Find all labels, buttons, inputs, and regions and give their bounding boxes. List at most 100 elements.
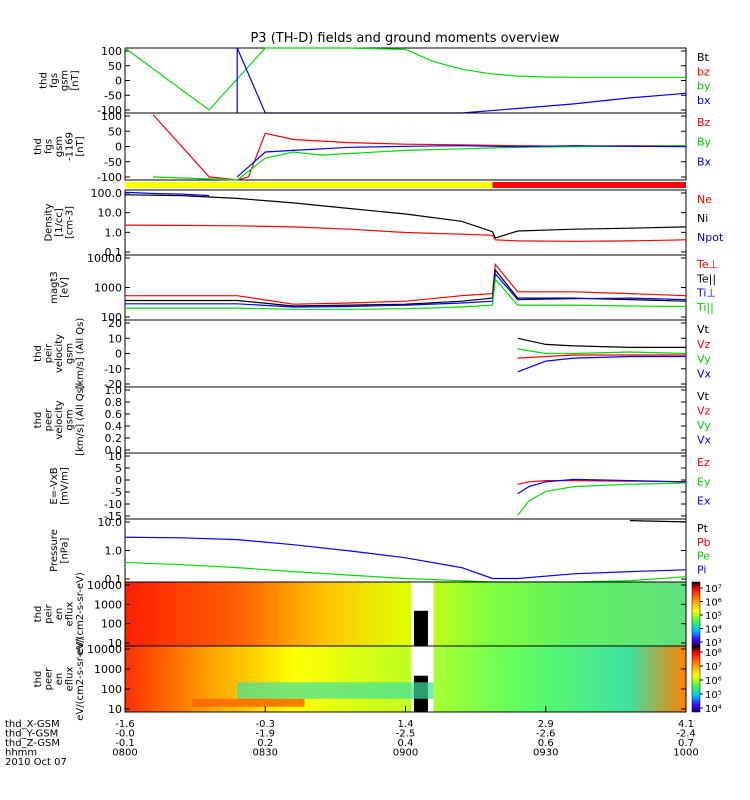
colorbar-label: 10⁶ — [705, 676, 722, 687]
y-tick-label: 10 — [108, 332, 122, 345]
y-axis-label: fgs — [49, 73, 60, 88]
legend-entry: Pi — [697, 563, 706, 576]
y-tick-label: -10 — [104, 498, 122, 511]
y-tick-label: 0.8 — [105, 396, 123, 409]
legend-entry: Vt — [697, 390, 710, 403]
y-axis-label: gsm — [65, 343, 76, 364]
colorbar-label: 10⁴ — [705, 625, 722, 636]
legend-entry: Ex — [697, 495, 711, 508]
x-axis-value: -1.9 — [255, 729, 275, 740]
y-tick-label: 100 — [101, 110, 122, 123]
y-axis-label: thd — [38, 72, 49, 89]
x-axis-value: -1.6 — [115, 719, 135, 730]
series-line-Ti|| — [125, 277, 687, 310]
y-axis-label: en — [54, 673, 65, 686]
legend-entry: Vz — [697, 405, 711, 418]
y-axis-label: eflux — [65, 602, 76, 627]
series-line-Ni — [124, 194, 687, 239]
fast-survey-bar — [492, 182, 686, 188]
x-axis-row-label: thd_Z-GSM — [5, 738, 60, 749]
y-axis-label: thd — [33, 138, 44, 155]
x-axis-value: -2.4 — [676, 729, 696, 740]
y-tick-label: 1000 — [94, 598, 122, 611]
y-axis-label: [km/s] (All Qs) — [75, 318, 86, 390]
y-tick-label: 10 — [108, 637, 122, 650]
legend-entry: Vy — [697, 419, 711, 432]
spectrogram-band — [237, 682, 434, 699]
colorbar-label: 10⁷ — [705, 662, 722, 673]
legend-entry: Vz — [697, 338, 711, 351]
legend-entry: Pt — [697, 522, 709, 535]
y-axis-label: Density — [44, 203, 55, 241]
y-axis-label: [km/s] (All Qs) — [75, 384, 86, 456]
colorbar-label: 10⁷ — [705, 584, 722, 595]
legend-entry: By — [697, 136, 712, 149]
y-axis-label: [nT] — [75, 136, 86, 156]
x-axis-value: -2.6 — [536, 729, 556, 740]
legend-entry: Vy — [697, 353, 711, 366]
legend-entry: Ni — [697, 212, 708, 225]
y-tick-label: 10 — [108, 450, 122, 463]
y-axis-label: velocity — [54, 400, 65, 439]
panel-frame-peir-velocity — [124, 319, 687, 388]
figure-title: P3 (TH-D) fields and ground moments over… — [250, 31, 559, 46]
y-axis-label: eV/(cm2-s-sr-eV) — [75, 572, 86, 656]
date-label: 2010 Oct 07 — [5, 757, 67, 768]
legend-entry: Vx — [697, 434, 712, 447]
y-tick-label: 0 — [115, 474, 122, 487]
x-axis-value: 2.9 — [538, 719, 554, 730]
y-tick-label: 1000 — [94, 282, 122, 295]
colorbar — [691, 645, 701, 713]
y-tick-label: -10 — [104, 363, 122, 376]
colorbar-label: 10⁶ — [705, 598, 722, 609]
series-line-Te⊥ — [125, 262, 687, 305]
legend-entry: Bx — [697, 155, 712, 168]
series-line-Te|| — [125, 268, 687, 307]
colorbar-label: 10⁵ — [705, 611, 722, 622]
series-line-by — [124, 47, 686, 111]
y-tick-label: 0.0 — [105, 444, 123, 457]
y-axis-label: magt3 — [49, 271, 60, 304]
series-line-By — [153, 145, 687, 181]
legend-entry: bx — [697, 94, 711, 107]
y-tick-label: 10000 — [87, 579, 122, 592]
series-line-Npot — [124, 191, 210, 197]
legend-entry: Bz — [697, 116, 711, 129]
spectrogram-band — [192, 698, 305, 707]
y-axis-label: thd — [33, 345, 44, 362]
slow-survey-bar — [125, 182, 493, 188]
series-line-Vt — [517, 337, 686, 348]
y-tick-label: -5 — [111, 486, 122, 499]
y-tick-label: 100 — [101, 311, 122, 324]
panel-frame-temperature — [124, 254, 687, 321]
colorbar — [691, 581, 701, 647]
y-tick-label: 50 — [108, 125, 122, 138]
series-line-Ey — [517, 482, 687, 516]
colorbar-label: 10³ — [705, 638, 722, 649]
y-tick-label: 20 — [108, 317, 122, 330]
y-axis-label: velocity — [54, 334, 65, 373]
y-tick-label: 1.0 — [105, 545, 123, 558]
legend-entry: Ey — [697, 475, 711, 488]
y-tick-label: -50 — [104, 89, 122, 102]
y-tick-label: 0 — [115, 75, 122, 88]
y-axis-label: peir — [44, 343, 55, 363]
x-axis-value: 1000 — [673, 748, 698, 759]
y-tick-label: 10000 — [87, 252, 122, 265]
series-line-Pi — [124, 536, 687, 580]
y-axis-label: thd — [33, 412, 44, 429]
y-axis-label: thd — [33, 606, 44, 623]
y-axis-label: eV/(cm2-s-sr-eV) — [75, 637, 86, 721]
legend-entry: Ti⊥ — [696, 287, 716, 300]
y-tick-label: 10.0 — [98, 516, 123, 529]
x-axis-value: 0930 — [533, 748, 558, 759]
legend-entry: Vx — [697, 367, 712, 380]
series-line-Bx — [236, 145, 687, 178]
y-axis-label: en — [54, 608, 65, 621]
y-axis-label: [mV/m] — [59, 467, 70, 505]
y-tick-label: 5 — [115, 462, 122, 475]
colorbar-label: 10⁴ — [705, 704, 722, 715]
x-axis-value: 1.4 — [398, 719, 414, 730]
series-line-Ne — [124, 224, 687, 242]
